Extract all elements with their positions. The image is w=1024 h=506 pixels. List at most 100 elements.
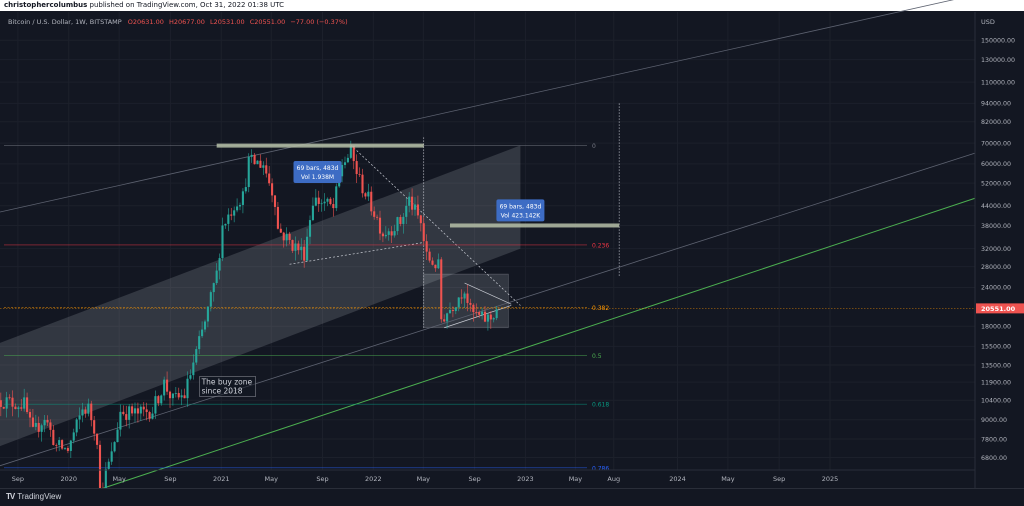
neckline[interactable] <box>289 242 424 265</box>
candle-down[interactable] <box>303 246 306 261</box>
candle-down[interactable] <box>317 197 320 204</box>
candle-down[interactable] <box>259 160 262 168</box>
candle-down[interactable] <box>145 409 148 413</box>
candle-up[interactable] <box>448 310 452 314</box>
candle-up[interactable] <box>486 314 489 322</box>
candle-down[interactable] <box>168 391 172 399</box>
candlestick-series[interactable] <box>0 140 498 499</box>
candle-up[interactable] <box>78 415 81 420</box>
candle-up[interactable] <box>314 197 317 206</box>
candle-up[interactable] <box>437 259 440 269</box>
candle-up[interactable] <box>139 406 142 414</box>
candle-up[interactable] <box>116 429 119 443</box>
candle-up[interactable] <box>233 210 236 216</box>
candle-down[interactable] <box>332 204 335 209</box>
candle-down[interactable] <box>297 243 300 251</box>
candle-up[interactable] <box>343 162 347 165</box>
candle-up[interactable] <box>58 440 61 446</box>
candle-down[interactable] <box>28 412 32 418</box>
candle-down[interactable] <box>370 191 373 212</box>
candle-up[interactable] <box>72 432 75 441</box>
candle-up[interactable] <box>133 408 137 414</box>
candle-down[interactable] <box>361 174 364 194</box>
candle-down[interactable] <box>451 310 454 312</box>
candle-down[interactable] <box>84 409 87 414</box>
candle-up[interactable] <box>402 216 405 224</box>
candle-up[interactable] <box>326 198 329 202</box>
candle-up[interactable] <box>308 220 312 237</box>
candle-down[interactable] <box>443 319 446 322</box>
candle-down[interactable] <box>122 411 125 415</box>
candle-up[interactable] <box>81 409 84 416</box>
candle-down[interactable] <box>177 393 180 398</box>
candle-down[interactable] <box>431 260 434 265</box>
candle-down[interactable] <box>358 174 361 175</box>
candle-down[interactable] <box>472 304 475 313</box>
price-axis[interactable]: USD 150000.00 130000.00 110000.00 94000.00 82… <box>974 12 1024 488</box>
candle-up[interactable] <box>335 186 338 209</box>
candle-up[interactable] <box>323 201 326 204</box>
candle-up[interactable] <box>446 313 449 322</box>
candle-down[interactable] <box>478 312 481 315</box>
descending-trend-line[interactable] <box>350 144 521 306</box>
candle-down[interactable] <box>425 241 428 252</box>
candle-down[interactable] <box>466 293 469 303</box>
candle-down[interactable] <box>8 397 11 399</box>
candle-up[interactable] <box>104 468 107 490</box>
range-measure-label[interactable] <box>496 199 545 222</box>
candle-up[interactable] <box>75 419 78 433</box>
candle-up[interactable] <box>294 243 297 251</box>
candle-up[interactable] <box>250 154 253 157</box>
candle-down[interactable] <box>376 216 379 218</box>
candle-down[interactable] <box>14 406 17 409</box>
candle-up[interactable] <box>285 233 288 241</box>
candle-down[interactable] <box>378 217 382 234</box>
upper-channel-line[interactable] <box>0 0 975 213</box>
candle-up[interactable] <box>463 293 466 299</box>
candle-down[interactable] <box>96 433 99 445</box>
candle-down[interactable] <box>0 400 2 407</box>
candle-up[interactable] <box>262 165 265 168</box>
candle-up[interactable] <box>393 231 396 236</box>
candle-up[interactable] <box>408 196 411 206</box>
candle-up[interactable] <box>349 145 352 158</box>
candle-down[interactable] <box>279 228 282 233</box>
candle-up[interactable] <box>189 375 192 379</box>
candle-up[interactable] <box>238 204 242 207</box>
candle-down[interactable] <box>469 302 472 305</box>
candle-up[interactable] <box>171 393 174 399</box>
candle-down[interactable] <box>166 379 169 392</box>
candle-down[interactable] <box>268 173 271 184</box>
candle-down[interactable] <box>381 233 384 237</box>
top-range-bar[interactable] <box>216 143 424 148</box>
candle-up[interactable] <box>367 191 370 197</box>
candle-up[interactable] <box>5 397 8 409</box>
candle-up[interactable] <box>215 270 218 284</box>
candle-down[interactable] <box>31 417 34 427</box>
candle-up[interactable] <box>212 283 215 293</box>
candle-up[interactable] <box>236 206 239 211</box>
candle-up[interactable] <box>17 407 20 409</box>
candle-up[interactable] <box>128 406 131 420</box>
candle-down[interactable] <box>136 408 139 414</box>
candle-down[interactable] <box>440 259 443 320</box>
candle-down[interactable] <box>253 154 256 165</box>
candle-up[interactable] <box>221 225 224 259</box>
candle-down[interactable] <box>11 397 14 407</box>
candle-down[interactable] <box>489 314 492 320</box>
candle-down[interactable] <box>434 264 437 269</box>
candle-up[interactable] <box>186 378 189 399</box>
buy-zone-band[interactable] <box>0 145 521 447</box>
candle-down[interactable] <box>142 406 145 410</box>
candle-down[interactable] <box>329 198 332 205</box>
candle-up[interactable] <box>195 349 198 363</box>
candle-up[interactable] <box>154 396 157 414</box>
candle-up[interactable] <box>384 234 387 237</box>
mid-channel-line[interactable] <box>0 152 976 467</box>
candle-down[interactable] <box>422 223 425 242</box>
candle-down[interactable] <box>265 165 268 174</box>
support-trend-line[interactable] <box>0 197 976 506</box>
buy-zone-label-box[interactable] <box>199 376 256 397</box>
candle-down[interactable] <box>373 211 376 217</box>
